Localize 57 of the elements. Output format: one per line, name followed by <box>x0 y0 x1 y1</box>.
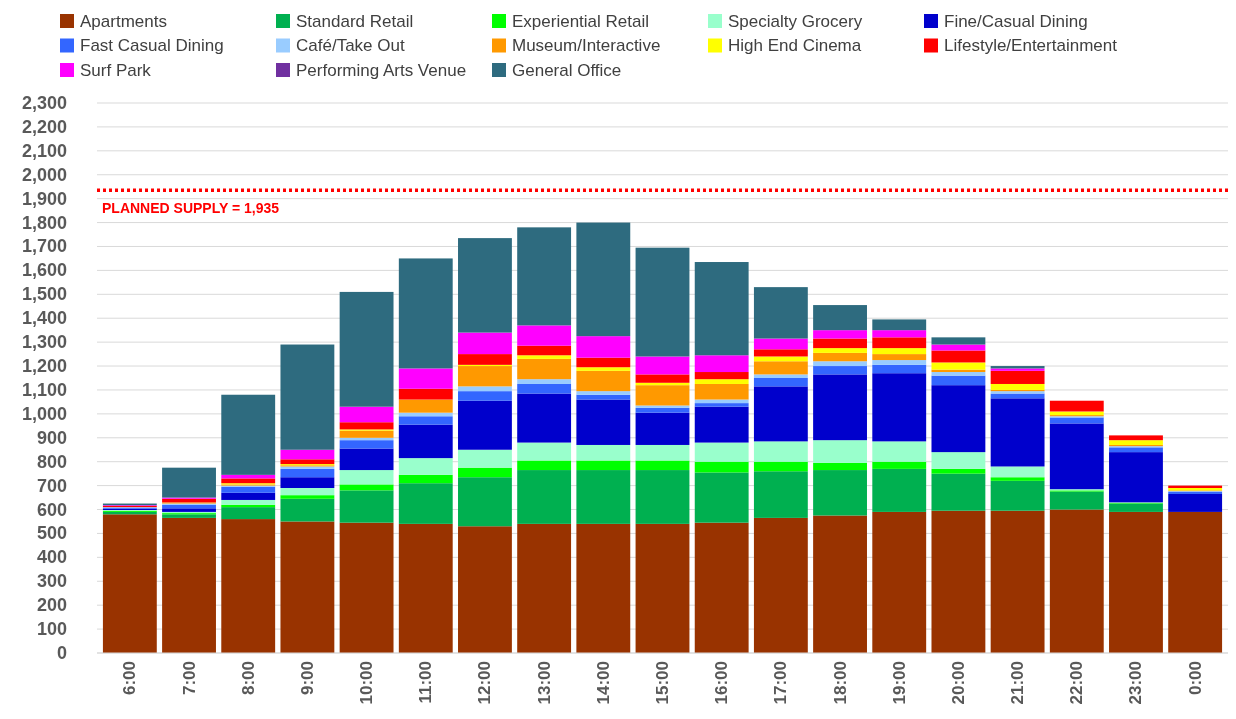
x-tick-label: 10:00 <box>357 661 377 705</box>
y-tick-label: 1,300 <box>21 332 67 353</box>
x-tick-label: 6:00 <box>120 661 140 696</box>
legend-label: Performing Arts Venue <box>296 60 467 80</box>
x-tick-label: 9:00 <box>297 661 317 696</box>
x-tick-label: 22:00 <box>1067 661 1087 705</box>
legend-label: Experiential Retail <box>512 11 650 31</box>
y-tick-label: 100 <box>36 619 67 640</box>
legend-label: Fast Casual Dining <box>80 36 224 55</box>
y-tick-label: 0 <box>56 643 67 663</box>
x-tick-label: 23:00 <box>1126 661 1146 705</box>
legend-label: Café/Take Out <box>296 36 405 55</box>
y-tick-label: 2,200 <box>21 116 67 137</box>
x-tick-label: 11:00 <box>416 661 436 704</box>
y-tick-label: 200 <box>36 595 67 616</box>
y-tick-label: 600 <box>36 499 67 520</box>
x-tick-label: 7:00 <box>179 661 199 696</box>
y-tick-label: 700 <box>36 475 67 496</box>
x-tick-label: 18:00 <box>830 661 850 705</box>
y-tick-label: 1,800 <box>21 212 67 233</box>
y-tick-label: 300 <box>36 571 67 592</box>
legend-label: General Office <box>512 60 622 80</box>
legend-label: Specialty Grocery <box>728 11 863 31</box>
y-tick-label: 500 <box>36 523 67 544</box>
y-tick-label: 2,300 <box>21 93 67 113</box>
x-tick-label: 16:00 <box>712 661 732 705</box>
legend-label: Museum/Interactive <box>512 36 661 55</box>
x-tick-label: 17:00 <box>771 661 791 705</box>
legend-label: Surf Park <box>80 60 152 80</box>
y-tick-label: 1,000 <box>21 403 67 424</box>
y-tick-label: 1,100 <box>21 379 67 400</box>
ref-line-label: PLANNED SUPPLY = 1,935 <box>102 200 280 217</box>
legend-label: Fine/Casual Dining <box>944 11 1088 31</box>
x-tick-label: 8:00 <box>238 661 258 696</box>
legend-label: Lifestyle/Entertainment <box>944 36 1118 55</box>
x-tick-label: 0:00 <box>1185 661 1205 696</box>
legend-label: Apartments <box>80 11 167 31</box>
x-tick-label: 12:00 <box>475 661 495 705</box>
y-tick-label: 1,700 <box>21 236 67 257</box>
y-tick-label: 900 <box>36 427 67 448</box>
y-tick-label: 1,400 <box>21 308 67 329</box>
x-tick-label: 14:00 <box>593 661 613 705</box>
x-tick-label: 13:00 <box>534 661 554 705</box>
y-tick-label: 1,600 <box>21 260 67 281</box>
y-tick-label: 2,100 <box>21 140 67 161</box>
x-tick-label: 20:00 <box>948 661 968 705</box>
y-tick-label: 1,500 <box>21 284 67 305</box>
y-tick-label: 1,900 <box>21 188 67 209</box>
x-tick-label: 21:00 <box>1008 661 1028 705</box>
x-tick-label: 19:00 <box>889 661 909 705</box>
legend-label: High End Cinema <box>728 36 862 55</box>
y-tick-label: 1,200 <box>21 356 67 377</box>
x-tick-label: 15:00 <box>653 661 672 705</box>
y-tick-label: 2,000 <box>21 164 67 185</box>
y-tick-label: 800 <box>36 451 67 472</box>
y-tick-label: 400 <box>36 547 67 568</box>
legend-label: Standard Retail <box>296 11 414 31</box>
